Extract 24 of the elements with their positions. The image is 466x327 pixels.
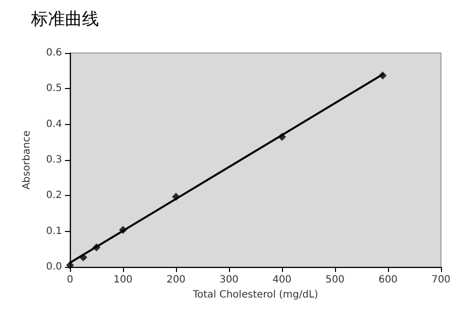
x-axis-title: Total Cholesterol (mg/dL) xyxy=(192,289,318,300)
y-tick-label: 0.3 xyxy=(46,154,62,166)
x-tick-label: 0 xyxy=(66,274,74,286)
chart-title: 标准曲线 xyxy=(30,10,99,30)
point xyxy=(79,253,88,262)
y-tick-label: 0.2 xyxy=(46,190,62,202)
y-tick-label: 0.6 xyxy=(46,48,62,58)
x-tick-label: 500 xyxy=(325,274,345,286)
point xyxy=(278,132,286,141)
x-tick-label: 200 xyxy=(166,274,186,286)
x-tick-label: 100 xyxy=(113,274,133,286)
point xyxy=(119,226,127,234)
x-tick-label: 600 xyxy=(378,274,398,286)
y-tick-label: 0.5 xyxy=(46,83,62,94)
point xyxy=(378,71,387,80)
point xyxy=(92,243,100,252)
y-tick-label: 0.1 xyxy=(46,226,62,237)
x-tick-label: 700 xyxy=(431,274,451,286)
y-axis-title: Absorbance xyxy=(22,130,32,190)
x-tick-label: 400 xyxy=(272,274,292,286)
x-tick-label: 300 xyxy=(219,274,239,286)
y-tick-label: 0.0 xyxy=(46,262,62,272)
y-tick-label: 0.4 xyxy=(46,118,62,130)
point xyxy=(172,192,180,201)
